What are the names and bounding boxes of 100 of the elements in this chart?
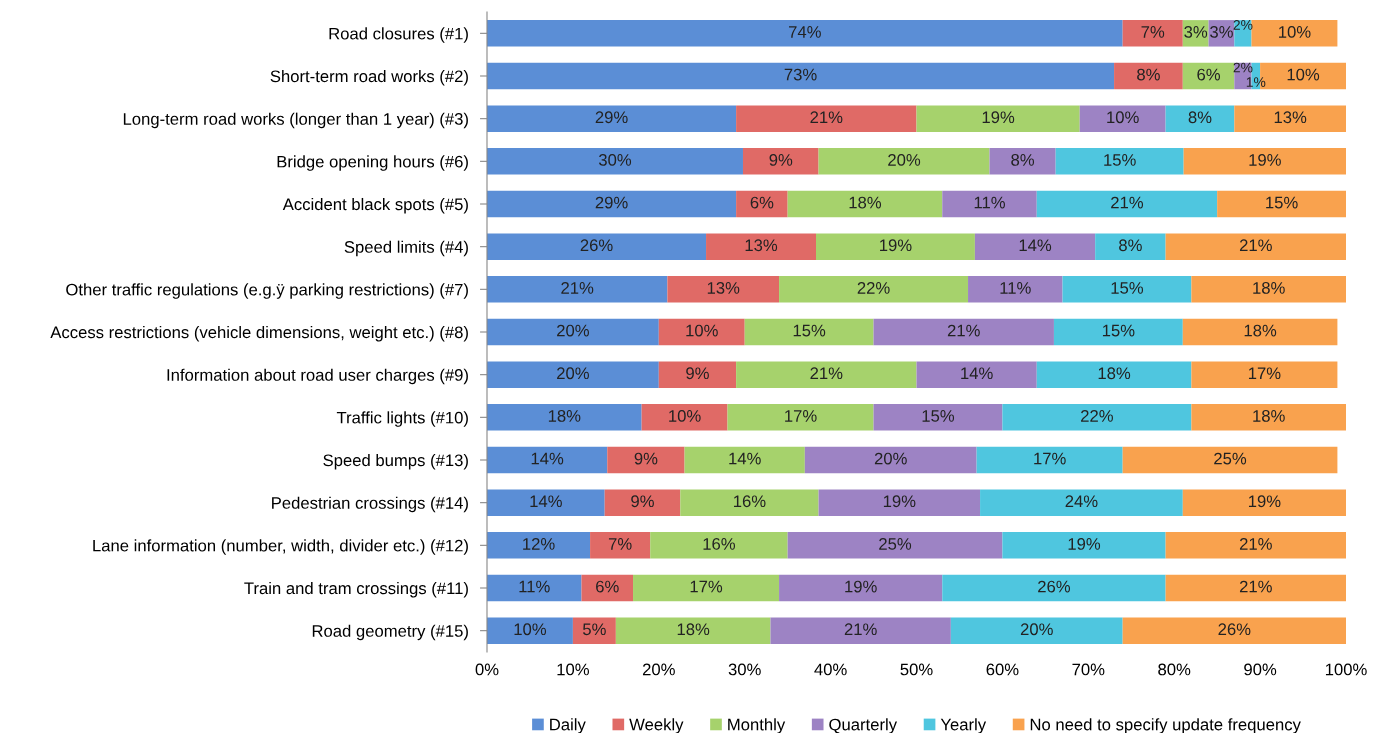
bar: [706, 233, 816, 260]
data-label: 25%: [879, 538, 912, 550]
bar: [607, 446, 685, 474]
bar: [1095, 233, 1166, 260]
data-label: 26%: [1218, 623, 1251, 636]
bar: [1182, 20, 1209, 47]
bar: [976, 446, 1123, 474]
y-tick-label: Pedestrian crossings (#14): [272, 496, 468, 513]
bar: [968, 276, 1063, 303]
bar: [1165, 574, 1346, 602]
data-label: 13%: [707, 282, 740, 294]
data-label: 9%: [686, 367, 709, 380]
bar: [770, 617, 951, 644]
bar: [487, 489, 605, 516]
y-tick-label: Lane information (number, width, divider etc.) (#12): [93, 539, 468, 555]
bar: [1053, 318, 1183, 346]
bar: [916, 361, 1037, 388]
data-label: 17%: [1034, 452, 1066, 465]
data-label: 2%: [1233, 62, 1253, 73]
data-label: 29%: [595, 196, 628, 209]
bar: [658, 361, 737, 388]
bar: [787, 532, 1003, 559]
data-label: 19%: [1248, 495, 1281, 508]
data-label: 3%: [1210, 26, 1233, 38]
bar: [487, 105, 737, 132]
bar: [633, 574, 780, 602]
bar: [873, 318, 1054, 346]
data-label: 20%: [888, 154, 921, 166]
y-tick-label: Access restrictions (vehicle dimensions, weight etc.) (#8): [50, 325, 468, 342]
data-label: 14%: [1019, 239, 1052, 252]
y-tick-label: Train and tram crossings (#11): [244, 581, 468, 598]
bar: [1251, 20, 1338, 47]
bar: [727, 404, 874, 431]
data-label: 25%: [1214, 452, 1247, 465]
bar: [942, 190, 1037, 218]
bar: [1079, 105, 1166, 132]
bar: [1036, 361, 1192, 388]
legend-label: Quarterly: [829, 718, 898, 733]
bar: [1165, 532, 1346, 559]
data-label: 18%: [1253, 410, 1285, 422]
data-label: 19%: [845, 580, 877, 593]
data-label: 20%: [874, 452, 907, 465]
bar: [684, 446, 805, 474]
data-label: 20%: [557, 324, 589, 337]
bar: [736, 190, 788, 218]
data-label: 20%: [557, 367, 589, 380]
data-label: 19%: [1249, 154, 1281, 166]
y-tick-label: Other traffic regulations (e.g.ÿ parking restrictions) (#7): [66, 283, 468, 299]
data-label: 18%: [548, 410, 581, 422]
data-label: 8%: [1011, 154, 1035, 166]
bar: [1182, 62, 1235, 90]
data-label: 21%: [810, 111, 843, 124]
bar: [1114, 62, 1183, 90]
legend-label: Daily: [550, 718, 586, 733]
data-label: 21%: [1111, 196, 1144, 209]
bar: [816, 233, 975, 260]
data-label: 9%: [769, 154, 793, 166]
bar: [950, 617, 1123, 644]
data-label: 19%: [1068, 538, 1101, 550]
bar: [572, 617, 616, 644]
data-label: 14%: [961, 367, 993, 380]
bar: [916, 105, 1080, 132]
bar: [779, 276, 969, 303]
bar: [487, 276, 668, 303]
x-tick-label: 0%: [475, 663, 499, 676]
legend-label: Yearly: [940, 718, 987, 733]
bar: [942, 574, 1166, 602]
bar: [1122, 617, 1346, 644]
data-label: 21%: [561, 282, 594, 294]
data-label: 29%: [595, 111, 628, 124]
data-label: 22%: [1081, 410, 1113, 422]
data-label: 10%: [1279, 26, 1311, 38]
data-label: 21%: [844, 623, 877, 636]
data-label: 12%: [523, 538, 555, 550]
bar: [744, 318, 874, 346]
bar: [487, 617, 573, 644]
data-label: 14%: [729, 452, 761, 465]
y-tick-label: Accident black spots (#5): [282, 197, 468, 214]
bar: [742, 148, 819, 175]
bar: [1183, 148, 1346, 175]
bar: [974, 233, 1096, 260]
bar: [641, 404, 728, 431]
data-label: 22%: [857, 282, 890, 294]
bar: [487, 574, 582, 602]
bar: [667, 276, 780, 303]
bar: [650, 532, 788, 559]
x-tick-label: 70%: [1072, 663, 1105, 676]
bar: [1191, 276, 1346, 303]
bar: [1234, 105, 1346, 132]
bar: [1036, 190, 1218, 218]
data-label: 73%: [784, 68, 817, 81]
data-label: 16%: [734, 495, 766, 508]
bar: [818, 148, 990, 175]
bar: [487, 20, 1123, 47]
bar: [818, 489, 981, 516]
data-label: 30%: [598, 154, 632, 166]
data-label: 24%: [1065, 495, 1098, 508]
bar: [487, 532, 591, 559]
bar: [1182, 318, 1338, 346]
data-label: 16%: [703, 538, 736, 550]
